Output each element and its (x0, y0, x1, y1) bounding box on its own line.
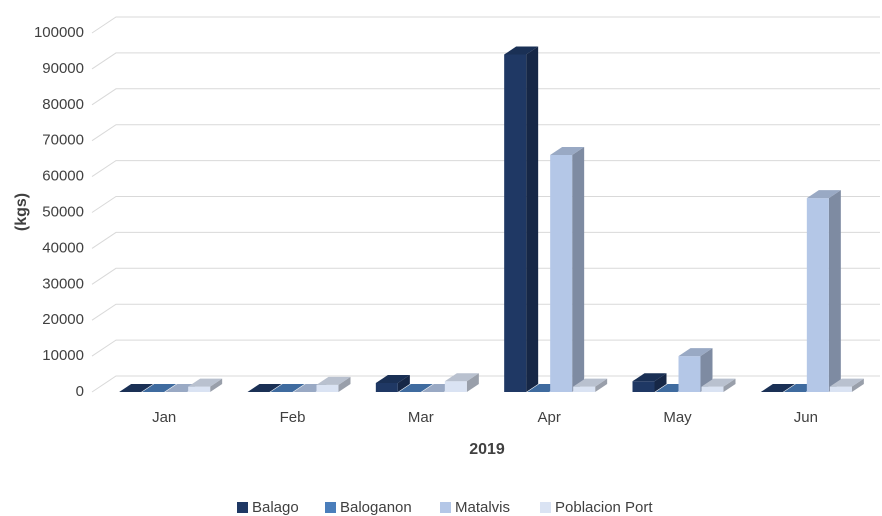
bar-top (188, 378, 223, 387)
x-tick-label: Mar (408, 409, 434, 426)
bar-top (632, 373, 667, 382)
bar (398, 384, 433, 392)
bar-top (316, 376, 351, 385)
bar (142, 384, 177, 392)
bar-side (397, 375, 410, 392)
legend-label: Balago (252, 499, 299, 516)
bar (188, 378, 223, 392)
bar-front (444, 381, 467, 392)
bar (829, 378, 864, 392)
bar (375, 375, 410, 392)
bar (806, 190, 841, 392)
bar-side (851, 378, 864, 392)
y-tick-label: 70000 (42, 132, 84, 149)
bar-top (504, 46, 539, 55)
bar (678, 348, 713, 392)
bar-top (701, 378, 736, 387)
grid-line (91, 124, 880, 142)
legend-label: Matalvis (455, 499, 510, 516)
bar-front (806, 198, 829, 392)
bar-front (632, 381, 655, 392)
bar-front (316, 384, 339, 392)
grid-line (91, 303, 880, 321)
grid-line (91, 52, 880, 70)
grid-line (91, 231, 880, 249)
bar-front (504, 54, 527, 392)
y-tick-label: 80000 (42, 96, 84, 113)
bar-front (573, 386, 596, 392)
bar-side (828, 190, 841, 392)
x-tick-label: May (663, 409, 692, 426)
bar (247, 384, 282, 392)
bar-front (375, 383, 398, 392)
bar (760, 384, 795, 392)
grid-line (91, 339, 880, 357)
bar-front (701, 386, 724, 392)
bar-top (806, 190, 841, 199)
bar-top (444, 373, 479, 382)
bar-front (188, 386, 211, 392)
bar (701, 378, 736, 392)
y-tick-label: 10000 (42, 347, 84, 364)
legend-swatch (325, 502, 336, 513)
y-tick-label: 20000 (42, 311, 84, 328)
y-tick-label: 90000 (42, 60, 84, 77)
bar-side (654, 373, 667, 392)
x-tick-label: Jan (152, 409, 176, 426)
bar-side (210, 378, 223, 392)
bar-top (398, 384, 433, 392)
bar-top (119, 384, 154, 392)
bar-top (142, 384, 177, 392)
bar (573, 378, 608, 392)
bar-top (270, 384, 305, 392)
x-tick-label: Jun (794, 409, 818, 426)
bar-top (829, 378, 864, 387)
bar-top (375, 375, 410, 384)
bar-top (678, 348, 713, 357)
bar-top (247, 384, 282, 392)
y-tick-label: 100000 (34, 24, 84, 41)
y-axis-title: (kgs) (13, 193, 30, 231)
bar-side (338, 376, 351, 392)
legend-swatch (440, 502, 451, 513)
x-axis-title: 2019 (469, 441, 505, 458)
bar (550, 147, 585, 392)
bar-front (678, 356, 701, 392)
bar-side (723, 378, 736, 392)
bar (119, 384, 154, 392)
legend-swatch (540, 502, 551, 513)
legend-label: Poblacion Port (555, 499, 653, 516)
bar-side (466, 373, 479, 392)
grid-line (91, 16, 880, 34)
bar-top (573, 378, 608, 387)
bar-top (550, 147, 585, 156)
grid-line (91, 375, 880, 393)
y-tick-label: 40000 (42, 239, 84, 256)
bar (632, 373, 667, 392)
bar-side (526, 46, 539, 392)
bar (444, 373, 479, 392)
bar (504, 46, 539, 392)
legend-label: Baloganon (340, 499, 412, 516)
grid-line (91, 160, 880, 178)
x-tick-label: Feb (280, 409, 306, 426)
bar-side (700, 348, 713, 392)
legend-swatch (237, 502, 248, 513)
y-tick-label: 60000 (42, 168, 84, 185)
y-tick-label: 30000 (42, 275, 84, 292)
bar-front (829, 386, 852, 392)
bar-side (572, 147, 585, 392)
grid-line (91, 88, 880, 106)
bar-top (760, 384, 795, 392)
bar-side (595, 378, 608, 392)
y-tick-label: 0 (76, 383, 84, 400)
y-tick-label: 50000 (42, 203, 84, 220)
grid-line (91, 196, 880, 213)
grid-line (91, 267, 880, 285)
x-tick-label: Apr (537, 409, 560, 426)
bar-front (550, 155, 573, 392)
bar (316, 376, 351, 392)
bar (270, 384, 305, 392)
